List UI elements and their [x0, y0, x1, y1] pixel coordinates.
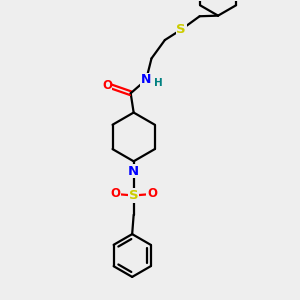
Text: N: N: [141, 74, 151, 86]
Text: H: H: [154, 78, 163, 88]
Text: O: O: [110, 188, 120, 200]
Text: S: S: [176, 23, 186, 36]
Text: S: S: [129, 189, 139, 202]
Text: O: O: [147, 188, 157, 200]
Text: N: N: [128, 165, 139, 178]
Text: O: O: [102, 79, 112, 92]
